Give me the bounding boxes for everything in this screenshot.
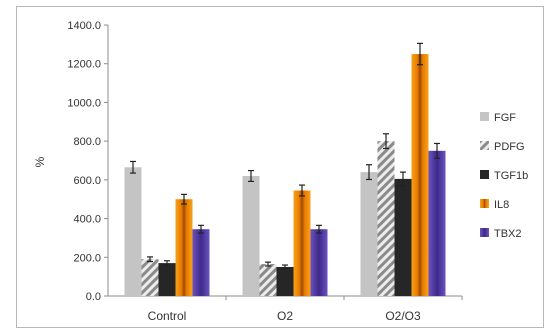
bar-il8-o2 bbox=[293, 190, 311, 296]
bar-il8-control bbox=[175, 199, 193, 296]
bar-pdfg-control bbox=[141, 259, 159, 296]
legend-label-fgf: FGF bbox=[494, 112, 516, 124]
y-axis-title: % bbox=[33, 156, 47, 167]
legend-label-tgf1b: TGF1b bbox=[494, 170, 528, 182]
legend-swatch-pdfg bbox=[480, 141, 489, 150]
y-tick-label: 1400.0 bbox=[67, 20, 101, 32]
bar-fgf-o2 bbox=[242, 175, 260, 296]
bar-pdfg-o2o3 bbox=[377, 141, 395, 296]
bar-tbx2-control bbox=[192, 229, 210, 296]
legend-label-tbx2: TBX2 bbox=[494, 228, 522, 240]
bar-fgf-o2o3 bbox=[360, 172, 378, 296]
chart-legend: FGF PDFG TGF1b IL8 TBX2 bbox=[480, 112, 528, 240]
y-tick-label: 1200.0 bbox=[67, 59, 101, 71]
y-tick-label: 600.0 bbox=[73, 175, 101, 187]
bar-tbx2-o2o3 bbox=[428, 150, 446, 296]
bar-pdfg-o2 bbox=[259, 264, 277, 296]
bar-tgf1b-o2o3 bbox=[394, 178, 412, 296]
legend-swatch-tgf1b bbox=[480, 170, 489, 179]
bar-tgf1b-control bbox=[158, 263, 176, 296]
bar-il8-o2o3 bbox=[411, 54, 429, 297]
y-tick-label: 200.0 bbox=[73, 252, 101, 264]
legend-swatch-il8 bbox=[480, 199, 489, 208]
chart-bars bbox=[124, 42, 446, 297]
legend-swatch-tbx2 bbox=[480, 228, 489, 237]
y-tick-label: 0.0 bbox=[86, 291, 101, 303]
chart-axes: 0.0 200.0 400.0 600.0 800.0 1000.0 1200.0 1400.… bbox=[33, 20, 463, 323]
y-tick-label: 1000.0 bbox=[67, 97, 101, 109]
bar-fgf-control bbox=[124, 167, 142, 296]
x-category-label: O2 bbox=[277, 309, 293, 323]
y-tick-label: 400.0 bbox=[73, 214, 101, 226]
y-tick-label: 800.0 bbox=[73, 136, 101, 148]
x-category-label: Control bbox=[148, 309, 187, 323]
legend-label-pdfg: PDFG bbox=[494, 141, 525, 153]
x-category-label: O2/O3 bbox=[385, 309, 421, 323]
legend-swatch-fgf bbox=[480, 112, 489, 121]
bar-tbx2-o2 bbox=[310, 229, 328, 296]
bar-tgf1b-o2 bbox=[276, 266, 294, 296]
legend-label-il8: IL8 bbox=[494, 199, 509, 211]
